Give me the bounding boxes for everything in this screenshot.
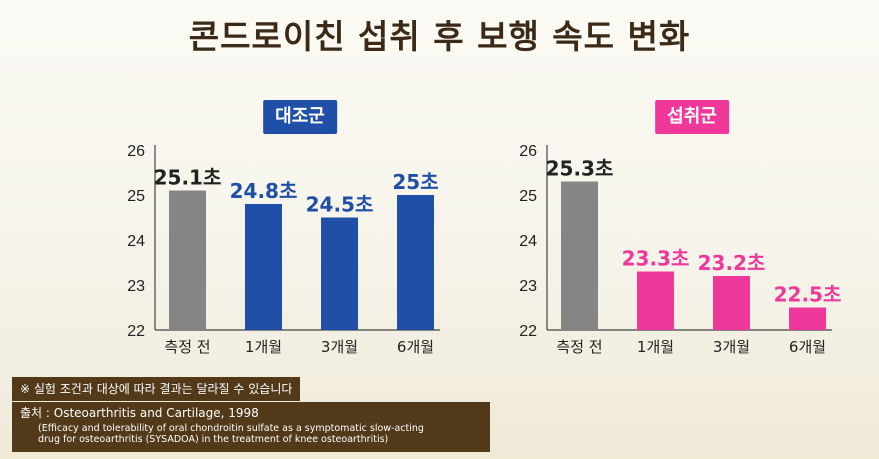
chart-title-intake: 섭취군	[655, 100, 729, 134]
source-desc-line: drug for osteoarthritis (SYSADOA) in the…	[38, 434, 389, 445]
y-tick-label: 26	[519, 143, 537, 160]
bar-value-label: 24.8초	[230, 179, 298, 203]
chart-title-control: 대조군	[263, 100, 337, 134]
x-category-label: 3개월	[321, 338, 358, 356]
bar	[561, 181, 598, 330]
source-box: 출처 : Osteoarthritis and Cartilage, 1998 …	[12, 402, 490, 452]
x-category-label: 6개월	[397, 338, 434, 356]
y-tick-label: 23	[519, 278, 537, 295]
x-category-label: 측정 전	[556, 338, 602, 356]
chart-control-group: 대조군 22 23 24 25 26 25.1초 측정 전 24.8초 1개월 24.5초 3개월 2…	[110, 100, 480, 365]
bar-value-label: 23.3초	[622, 247, 690, 271]
chart-intake-group: 섭취군 22 23 24 25 26 25.3초 측정 전 23.3초 1개월 23.2초 3개월 2…	[502, 100, 872, 365]
bar	[637, 271, 674, 330]
page-title: 콘드로이친 섭취 후 보행 속도 변화	[188, 17, 691, 56]
y-tick-label: 24	[127, 233, 145, 250]
bar-value-label: 25.1초	[154, 166, 222, 190]
experiment-note: ※ 실험 조건과 대상에 따라 결과는 달라질 수 있습니다	[12, 377, 301, 401]
source-desc: (Efficacy and tolerability of oral chond…	[20, 423, 482, 445]
y-tick-label: 22	[127, 323, 145, 340]
bar	[397, 195, 434, 330]
bar	[789, 307, 826, 330]
source-desc-line: (Efficacy and tolerability of oral chond…	[38, 423, 424, 434]
x-category-label: 1개월	[637, 338, 674, 356]
x-category-label: 1개월	[245, 338, 282, 356]
x-category-label: 측정 전	[164, 338, 210, 356]
x-category-label: 3개월	[713, 338, 750, 356]
y-tick-label: 26	[127, 143, 145, 160]
bar-value-label: 25.3초	[546, 157, 614, 181]
bar	[169, 190, 206, 330]
bar-value-label: 25초	[392, 170, 438, 194]
y-tick-label: 25	[127, 188, 145, 205]
source-title: 출처 : Osteoarthritis and Cartilage, 1998	[20, 406, 259, 420]
bar	[713, 276, 750, 330]
bar-value-label: 22.5초	[774, 283, 842, 307]
bar	[245, 204, 282, 330]
bar-value-label: 23.2초	[698, 251, 766, 275]
bar-value-label: 24.5초	[306, 193, 374, 217]
bar	[321, 217, 358, 330]
y-tick-label: 25	[519, 188, 537, 205]
y-tick-label: 22	[519, 323, 537, 340]
y-tick-label: 24	[519, 233, 537, 250]
x-category-label: 6개월	[789, 338, 826, 356]
y-tick-label: 23	[127, 278, 145, 295]
